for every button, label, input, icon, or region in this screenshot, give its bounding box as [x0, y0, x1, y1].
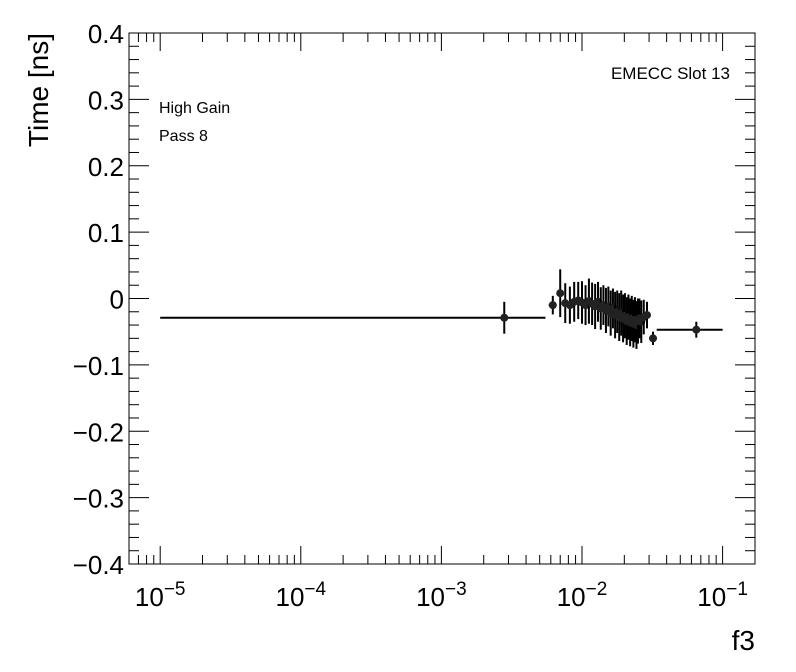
annotation-line-1: High Gain	[159, 100, 230, 117]
point-marker	[692, 325, 701, 334]
y-tick-label: 0.1	[88, 218, 124, 248]
data-point	[649, 331, 658, 345]
data-points	[160, 269, 723, 349]
x-tick-label: 10−1	[697, 579, 748, 612]
data-point	[656, 321, 723, 338]
x-axis-ticks	[128, 33, 724, 564]
point-marker	[548, 301, 557, 310]
point-marker	[500, 313, 509, 322]
x-tick-label: 10−5	[135, 579, 186, 612]
annotation-line-2: Pass 8	[159, 128, 208, 145]
data-point	[548, 295, 557, 315]
y-axis-title: Time [ns]	[23, 33, 54, 147]
data-point	[643, 301, 652, 329]
data-point	[556, 269, 565, 318]
y-tick-label: 0	[110, 285, 124, 315]
x-tick-label: 10−3	[416, 579, 467, 612]
y-tick-label: −0.3	[73, 484, 124, 514]
y-tick-label: 0.2	[88, 152, 124, 182]
x-tick-label: 10−2	[557, 579, 608, 612]
point-marker	[649, 334, 658, 343]
x-tick-label: 10−4	[275, 579, 326, 612]
y-axis-tick-labels: −0.4 −0.3 −0.2 −0.1 0 0.1 0.2 0.3 0.4	[73, 19, 124, 580]
point-marker	[643, 311, 652, 320]
y-tick-label: −0.1	[73, 351, 124, 381]
point-marker	[556, 289, 565, 298]
y-tick-label: −0.4	[73, 550, 124, 580]
y-tick-label: 0.3	[88, 85, 124, 115]
x-axis-title: f3	[732, 625, 755, 656]
x-axis-tick-labels: 10−5 10−4 10−3 10−2 10−1	[135, 579, 748, 612]
y-tick-label: −0.2	[73, 417, 124, 447]
annotation-top-right: EMECC Slot 13	[611, 64, 730, 83]
y-axis-ticks	[129, 32, 755, 565]
y-tick-label: 0.4	[88, 19, 124, 49]
data-point	[160, 301, 546, 334]
